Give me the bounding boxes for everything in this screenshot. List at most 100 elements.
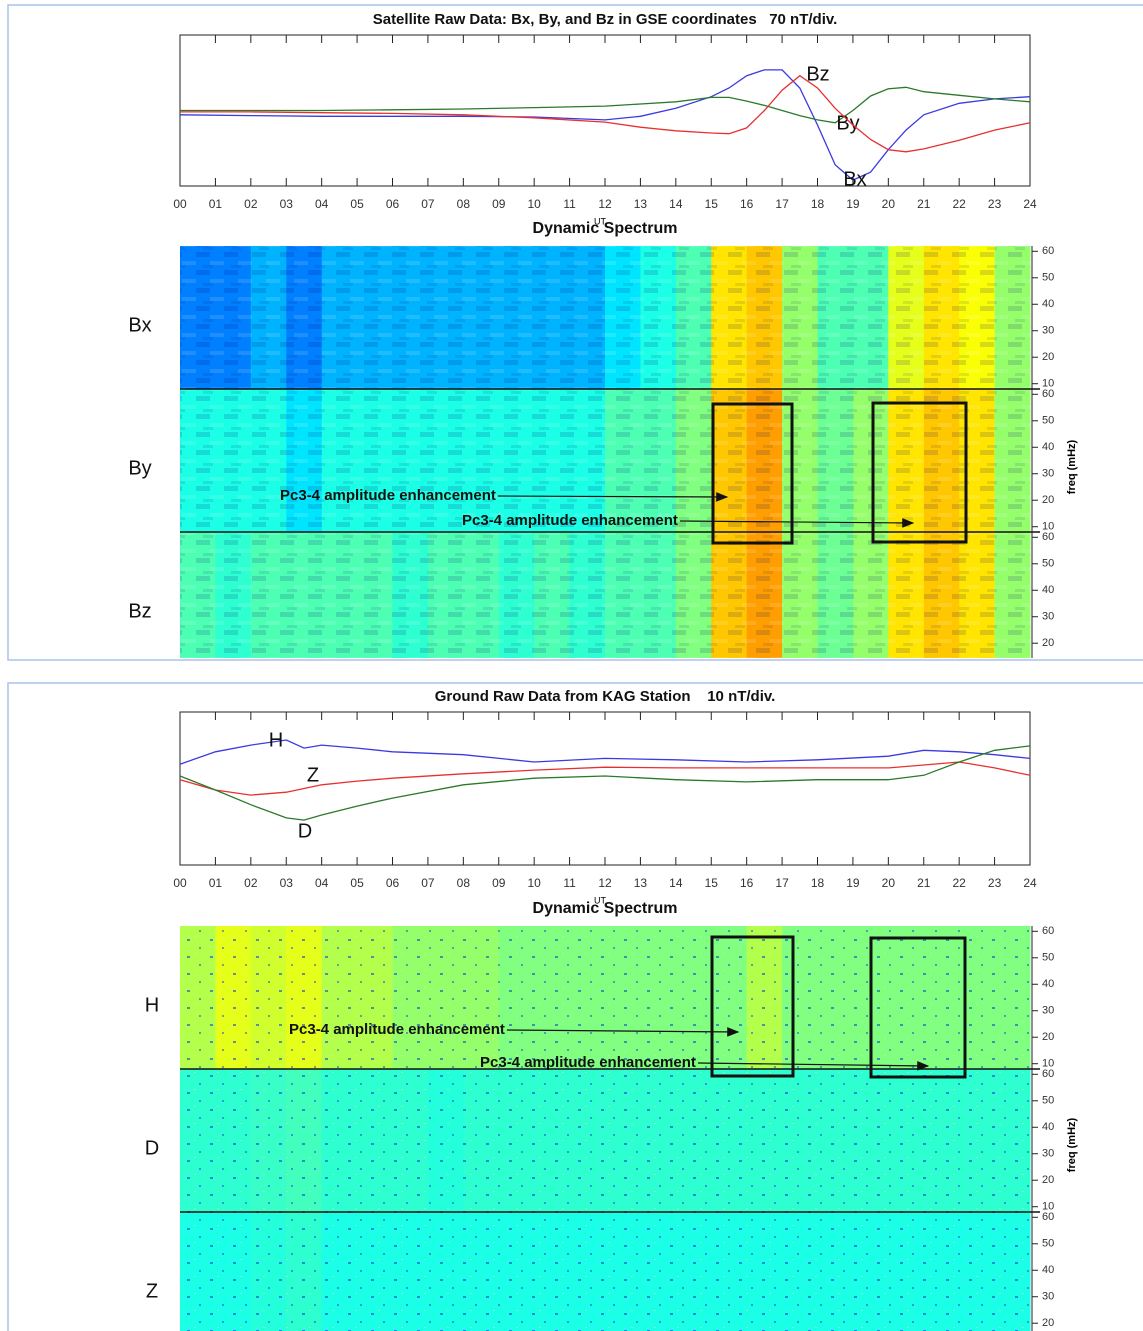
x-tick-label: 21	[917, 197, 931, 211]
x-tick-label: 12	[598, 876, 612, 890]
x-tick-label: 04	[315, 876, 329, 890]
x-tick-label: 09	[492, 876, 506, 890]
x-tick-label: 00	[173, 197, 187, 211]
y-tick-label: 60	[1042, 388, 1054, 400]
y-tick-label: 50	[1042, 1238, 1054, 1250]
y-tick-label: 50	[1042, 415, 1054, 427]
spectrum-title: Dynamic Spectrum	[533, 220, 678, 237]
x-axis-label: UT	[594, 216, 606, 226]
panel-label: Bz	[128, 600, 151, 622]
chart-title: Ground Raw Data from KAG Station 10 nT/d…	[435, 688, 776, 705]
x-tick-label: 15	[705, 876, 719, 890]
x-tick-label: 05	[350, 197, 364, 211]
freq-axis-label: freq (mHz)	[1066, 439, 1078, 494]
x-tick-label: 17	[775, 197, 789, 211]
highlight-box	[869, 936, 967, 1079]
y-tick-label: 40	[1042, 1264, 1054, 1276]
series-label: D	[298, 820, 312, 842]
x-tick-label: 16	[740, 197, 754, 211]
x-tick-label: 14	[669, 876, 683, 890]
data-line	[179, 761, 1031, 796]
data-line	[179, 739, 1031, 765]
highlight-box	[711, 402, 794, 545]
x-tick-label: 00	[173, 876, 187, 890]
x-tick-label: 04	[315, 197, 329, 211]
y-tick-label: 50	[1042, 952, 1054, 964]
y-tick-label: 60	[1042, 1068, 1054, 1080]
data-line	[180, 74, 1031, 153]
y-tick-label: 30	[1042, 1148, 1054, 1160]
y-tick-label: 10	[1042, 1201, 1054, 1213]
annotation: Pc3-4 amplitude enhancement	[462, 512, 678, 529]
y-tick-label: 30	[1042, 611, 1054, 623]
x-tick-label: 02	[244, 197, 258, 211]
spectrum-texture	[180, 389, 1030, 532]
y-tick-label: 40	[1042, 441, 1054, 453]
charts: Satellite Raw Data: Bx, By, and Bz in GS…	[128, 11, 1078, 1331]
highlight-boxes	[710, 401, 968, 1079]
y-tick-label: 60	[1042, 531, 1054, 543]
x-tick-label: 09	[492, 197, 506, 211]
x-tick-label: 20	[882, 197, 896, 211]
y-tick-label: 10	[1042, 1058, 1054, 1070]
x-tick-label: 13	[634, 197, 648, 211]
y-tick-label: 20	[1042, 1317, 1054, 1329]
y-tick-label: 30	[1042, 1005, 1054, 1017]
x-tick-label: 24	[1023, 197, 1037, 211]
y-tick-label: 20	[1042, 494, 1054, 506]
panel-label: H	[145, 994, 159, 1016]
y-tick-label: 40	[1042, 298, 1054, 310]
annotation: Pc3-4 amplitude enhancement	[280, 487, 496, 504]
y-tick-label: 20	[1042, 637, 1054, 649]
x-tick-label: 17	[775, 876, 789, 890]
y-tick-label: 20	[1042, 351, 1054, 363]
y-tick-label: 50	[1042, 272, 1054, 284]
x-tick-label: 07	[421, 876, 435, 890]
annotation-arrow	[506, 1027, 740, 1037]
y-tick-label: 30	[1042, 468, 1054, 480]
spectrum-texture	[180, 532, 1030, 658]
series-label: By	[836, 112, 859, 134]
y-tick-label: 40	[1042, 584, 1054, 596]
x-tick-label: 11	[563, 876, 576, 890]
y-tick-label: 20	[1042, 1031, 1054, 1043]
panel-label: Bx	[128, 314, 151, 336]
y-tick-label: 30	[1042, 1291, 1054, 1303]
highlight-box	[710, 935, 795, 1078]
annotation-arrow	[497, 492, 729, 502]
y-tick-label: 40	[1042, 978, 1054, 990]
x-tick-label: 22	[952, 876, 966, 890]
panel-label: D	[145, 1137, 159, 1159]
y-tick-label: 40	[1042, 1121, 1054, 1133]
x-tick-label: 21	[917, 876, 931, 890]
data-line	[179, 745, 1031, 821]
data-line	[179, 69, 1031, 181]
spectrum-title: Dynamic Spectrum	[533, 900, 678, 917]
highlight-box	[871, 401, 968, 544]
x-tick-label: 10	[527, 876, 541, 890]
x-tick-label: 18	[811, 876, 825, 890]
x-tick-label: 05	[350, 876, 364, 890]
series-label: Bx	[843, 168, 866, 190]
x-tick-label: 23	[988, 197, 1002, 211]
y-tick-label: 50	[1042, 1095, 1054, 1107]
y-tick-label: 60	[1042, 245, 1054, 257]
spectrum-texture	[180, 1212, 1030, 1331]
x-tick-label: 01	[209, 197, 223, 211]
y-tick-label: 60	[1042, 925, 1054, 937]
panel-frame	[7, 682, 1143, 1331]
x-tick-label: 24	[1023, 876, 1037, 890]
spectrum-texture	[180, 926, 1030, 1069]
x-tick-label: 20	[882, 876, 896, 890]
y-tick-label: 60	[1042, 1211, 1054, 1223]
x-tick-label: 12	[598, 197, 612, 211]
x-tick-label: 18	[811, 197, 825, 211]
x-tick-label: 23	[988, 876, 1002, 890]
x-tick-label: 08	[457, 876, 471, 890]
x-tick-label: 06	[386, 197, 400, 211]
x-tick-label: 06	[386, 876, 400, 890]
x-tick-label: 08	[457, 197, 471, 211]
y-tick-label: 10	[1042, 521, 1054, 533]
x-tick-label: 03	[280, 876, 294, 890]
freq-axis-label: freq (mHz)	[1066, 1117, 1078, 1172]
